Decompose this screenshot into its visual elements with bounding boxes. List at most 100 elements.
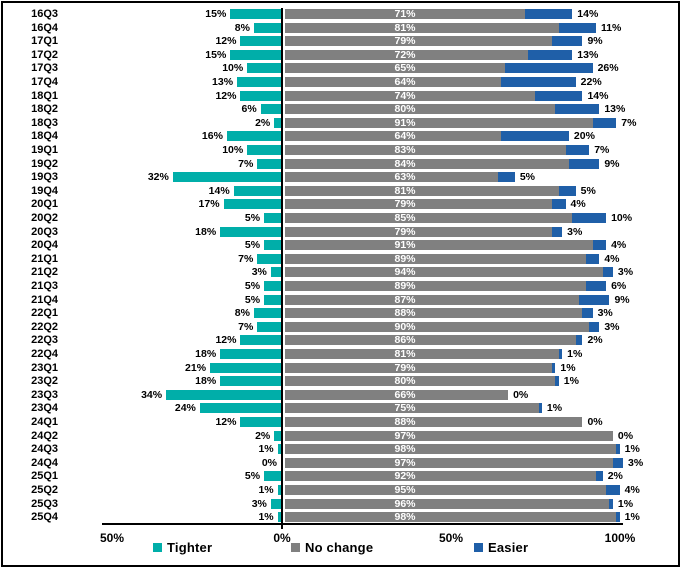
category-label: 17Q1: [31, 35, 58, 48]
no-change-value-label: 74%: [394, 89, 416, 102]
no-change-bar: [285, 444, 617, 455]
easier-bar: [616, 512, 620, 523]
no-change-value-label: 85%: [394, 212, 416, 224]
category-label: 18Q1: [31, 89, 58, 102]
no-change-bar: [285, 199, 553, 210]
easier-value-label: 13%: [604, 103, 626, 116]
easier-value-label: 0%: [513, 388, 529, 401]
easier-value-label: 22%: [580, 76, 602, 88]
no-change-bar: [285, 117, 593, 128]
category-label: 25Q1: [31, 470, 58, 483]
tighter-bar: [240, 36, 281, 47]
category-label: 20Q3: [31, 225, 58, 238]
no-change-value-label: 71%: [394, 8, 416, 20]
category-label: 23Q3: [31, 388, 58, 401]
tighter-bar: [233, 185, 281, 196]
tighter-value-label: 18%: [195, 348, 217, 360]
category-label: 20Q2: [31, 212, 58, 224]
category-label: 17Q2: [31, 48, 58, 61]
tighter-bar: [274, 430, 281, 441]
no-change-value-label: 89%: [394, 252, 416, 265]
tighter-bar: [277, 444, 281, 455]
no-change-value-label: 97%: [394, 456, 416, 469]
tighter-bar: [260, 104, 281, 115]
category-label: 23Q1: [31, 361, 58, 374]
easier-bar: [552, 362, 556, 373]
easier-bar: [602, 267, 613, 278]
no-change-value-label: 89%: [394, 280, 416, 292]
no-change-value-label: 79%: [394, 198, 416, 211]
no-change-value-label: 86%: [394, 334, 416, 347]
no-change-value-label: 79%: [394, 361, 416, 374]
x-tick-0: 0%: [273, 531, 291, 545]
no-change-bar: [285, 485, 607, 495]
no-change-bar: [285, 9, 525, 19]
category-label: 23Q2: [31, 375, 58, 388]
easier-value-label: 1%: [567, 348, 583, 360]
easier-value-label: 9%: [614, 293, 630, 306]
easier-value-label: 4%: [611, 239, 627, 252]
no-change-value-label: 90%: [394, 320, 416, 333]
no-change-value-label: 88%: [394, 307, 416, 320]
easier-bar: [606, 485, 620, 495]
no-change-value-label: 95%: [394, 484, 416, 496]
easier-bar: [497, 172, 515, 183]
easier-bar: [552, 226, 563, 237]
no-change-value-label: 88%: [394, 416, 416, 428]
tighter-legend-swatch-icon: [153, 543, 162, 552]
easier-value-label: 20%: [573, 130, 595, 143]
easier-value-label: 2%: [607, 470, 623, 483]
tighter-bar: [270, 267, 281, 278]
easier-bar: [524, 9, 573, 19]
tighter-value-label: 14%: [208, 184, 230, 197]
easier-bar: [589, 321, 600, 332]
category-label: 21Q1: [31, 252, 58, 265]
tighter-bar: [220, 226, 281, 237]
tighter-bar: [270, 498, 281, 509]
tighter-bar: [223, 199, 281, 210]
no-change-bar: [285, 49, 529, 60]
no-change-value-label: 64%: [394, 130, 416, 143]
easier-bar: [528, 49, 573, 60]
easier-value-label: 11%: [600, 21, 622, 34]
tighter-bar: [240, 417, 281, 427]
tighter-value-label: 5%: [244, 280, 261, 292]
easier-bar: [592, 240, 607, 251]
easier-value-label: 7%: [594, 144, 610, 156]
easier-bar: [501, 77, 576, 87]
no-change-value-label: 81%: [394, 184, 416, 197]
easier-bar: [558, 185, 576, 196]
easier-bar: [501, 131, 569, 142]
easier-value-label: 13%: [577, 48, 599, 61]
easier-bar: [585, 281, 607, 291]
easier-value-label: 3%: [628, 456, 644, 469]
easier-value-label: 2%: [587, 334, 603, 347]
easier-value-label: 5%: [519, 171, 536, 184]
category-label: 19Q2: [31, 157, 58, 170]
tighter-value-label: 16%: [201, 130, 223, 143]
tighter-value-label: 3%: [251, 266, 267, 279]
easier-bar: [565, 145, 590, 155]
category-label: 18Q3: [31, 116, 58, 129]
no-change-bar: [285, 321, 590, 332]
easier-bar: [609, 498, 613, 509]
easier-value-label: 1%: [563, 375, 579, 388]
tighter-value-label: 12%: [215, 89, 237, 102]
easier-value-label: 14%: [587, 89, 609, 102]
easier-bar: [558, 349, 563, 359]
legend-label-easier: Easier: [488, 540, 529, 555]
no-change-value-label: 63%: [394, 171, 416, 184]
tighter-bar: [264, 471, 281, 482]
easier-bar: [579, 294, 610, 305]
no-change-bar: [285, 253, 586, 264]
x-axis-baseline: [102, 523, 623, 525]
no-change-bar: [285, 158, 569, 169]
tighter-value-label: 13%: [212, 76, 234, 88]
no-change-value-label: 79%: [394, 225, 416, 238]
tighter-value-label: 17%: [198, 198, 220, 211]
legend-label-no-change: No change: [305, 540, 374, 555]
tighter-value-label: 18%: [195, 225, 217, 238]
category-label: 19Q4: [31, 184, 58, 197]
tighter-value-label: 1%: [258, 484, 274, 496]
tighter-bar: [247, 145, 281, 155]
